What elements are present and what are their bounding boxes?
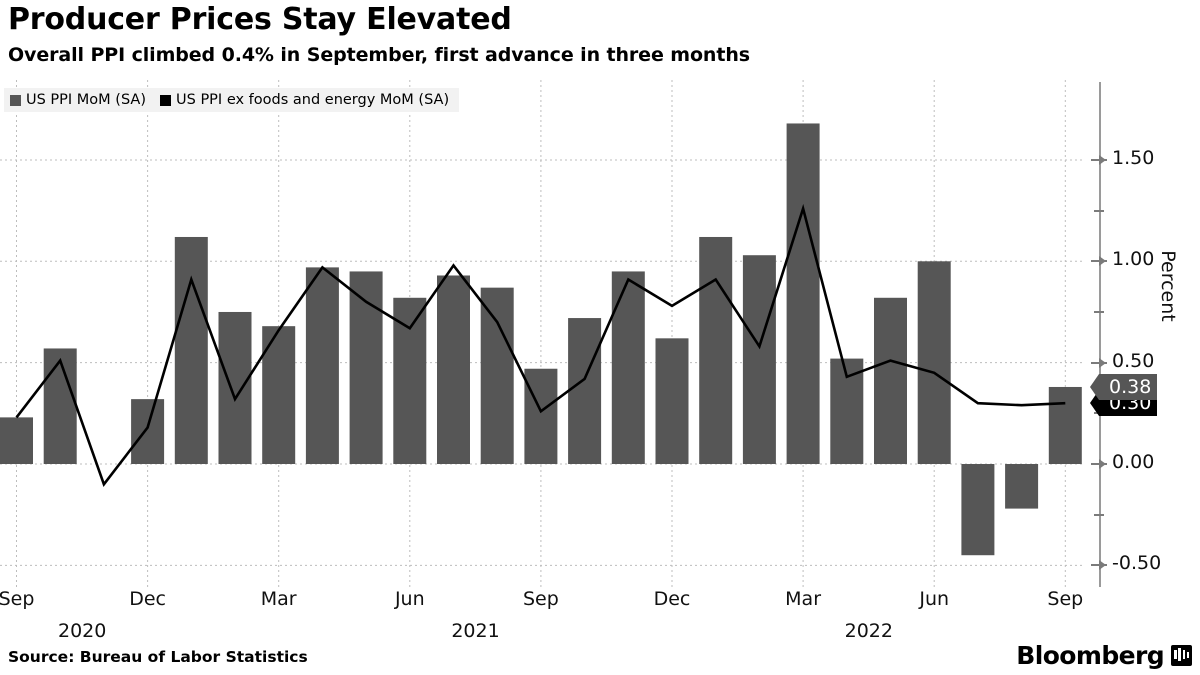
line-series xyxy=(15,203,1066,487)
y-tick-arrow-icon xyxy=(1099,459,1106,469)
y-axis-line xyxy=(1099,82,1101,587)
bar xyxy=(917,261,951,464)
chart-canvas xyxy=(0,80,1085,590)
x-tick-label: Jun xyxy=(394,588,425,610)
x-tick-label: Sep xyxy=(0,588,35,610)
chart-legend: US PPI MoM (SA) US PPI ex foods and ener… xyxy=(4,88,460,112)
x-tick-label: Mar xyxy=(260,588,297,610)
square-swatch-icon xyxy=(10,94,21,106)
bar xyxy=(786,123,820,465)
y-tick-arrow-icon xyxy=(1099,154,1106,165)
y-tick-arrow-icon xyxy=(1099,560,1106,571)
y-tick-label: 1.00 xyxy=(1112,248,1155,271)
bar xyxy=(349,271,383,464)
bar xyxy=(611,271,645,464)
x-tick-label: Jun xyxy=(919,588,950,610)
x-year-label: 2020 xyxy=(58,620,107,642)
y-axis: 1.50 1.00 0.50 0.00 -0.50 xyxy=(1085,80,1200,590)
bar xyxy=(174,236,208,464)
bar xyxy=(43,348,77,464)
bar xyxy=(1005,464,1039,509)
bar xyxy=(218,311,252,464)
x-tick-label: Sep xyxy=(1047,588,1084,610)
source-note: Source: Bureau of Labor Statistics xyxy=(8,648,308,666)
bar xyxy=(742,255,776,464)
chart-plot-area xyxy=(0,80,1085,590)
page-subtitle: Overall PPI climbed 0.4% in September, f… xyxy=(8,44,750,66)
y-tick-minor xyxy=(1094,310,1104,313)
bar xyxy=(699,236,733,464)
legend-item-ppi-core[interactable]: US PPI ex foods and energy MoM (SA) xyxy=(160,92,449,108)
x-tick-label: Dec xyxy=(129,588,166,610)
x-tick-label: Dec xyxy=(653,588,691,610)
x-tick-label: Mar xyxy=(785,588,822,610)
legend-item-ppi-mom[interactable]: US PPI MoM (SA) xyxy=(10,92,146,108)
bar xyxy=(1048,386,1082,464)
brand-name: Bloomberg xyxy=(1016,641,1164,670)
y-tick-arrow-icon xyxy=(1099,357,1106,368)
bar xyxy=(874,297,907,464)
x-year-label: 2021 xyxy=(451,620,500,642)
bar xyxy=(393,297,427,464)
bar xyxy=(437,275,470,464)
bar xyxy=(480,287,514,464)
callout-notch-icon xyxy=(1090,390,1099,417)
y-tick-arrow-icon xyxy=(1099,256,1106,267)
y-axis-title: Percent xyxy=(1157,250,1179,322)
bar xyxy=(0,417,33,464)
brand: Bloomberg xyxy=(1016,641,1192,670)
bar-series xyxy=(0,123,1082,556)
bloomberg-logo-icon xyxy=(1171,645,1192,666)
bar xyxy=(655,338,689,464)
y-tick-minor xyxy=(1094,209,1104,212)
x-tick-label: Sep xyxy=(522,588,559,610)
page-title: Producer Prices Stay Elevated xyxy=(8,2,512,37)
y-tick-label: 0.50 xyxy=(1112,349,1155,372)
legend-label: US PPI MoM (SA) xyxy=(26,92,147,108)
callout-value: 0.38 xyxy=(1109,375,1152,398)
y-tick-label: 0.00 xyxy=(1112,451,1155,473)
legend-label: US PPI ex foods and energy MoM (SA) xyxy=(176,92,450,108)
y-tick-label: -0.50 xyxy=(1112,552,1162,575)
bar xyxy=(568,318,602,464)
bar xyxy=(305,267,339,464)
x-axis: Sep Dec Mar Jun Sep Dec Mar Jun Sep 2020 2021 2022 xyxy=(0,588,1090,668)
y-tick-minor xyxy=(1094,513,1104,516)
x-year-label: 2022 xyxy=(844,620,893,642)
callout-notch-icon xyxy=(1090,373,1099,400)
y-tick-label: 1.50 xyxy=(1112,146,1155,169)
bar xyxy=(131,399,165,464)
square-swatch-icon xyxy=(160,94,172,106)
bar xyxy=(961,464,995,556)
bar xyxy=(524,368,558,464)
callout-ppi-mom: 0.38 xyxy=(1090,373,1158,400)
